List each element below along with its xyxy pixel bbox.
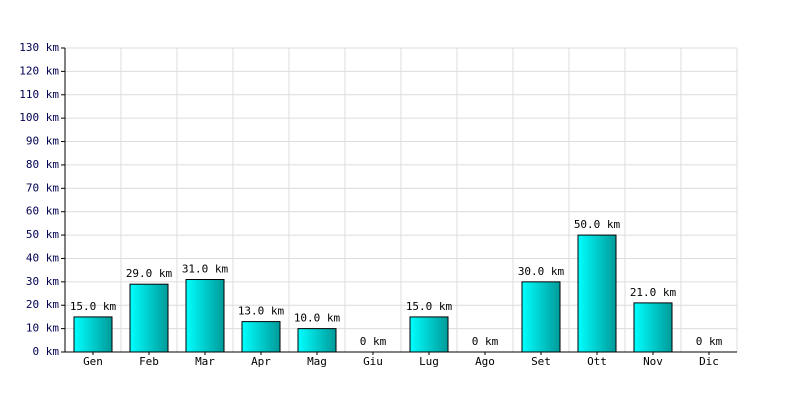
y-tick-label: 90 km <box>26 135 59 148</box>
y-tick-label: 0 km <box>33 345 60 358</box>
x-tick-label: Mag <box>307 355 327 368</box>
value-label: 30.0 km <box>518 265 565 278</box>
y-tick-label: 30 km <box>26 275 59 288</box>
value-label: 31.0 km <box>182 263 229 276</box>
x-tick-label: Nov <box>643 355 663 368</box>
y-tick-label: 70 km <box>26 181 59 194</box>
value-label: 15.0 km <box>70 300 117 313</box>
bar <box>577 234 617 353</box>
x-tick-label: Ago <box>475 355 495 368</box>
y-tick-label: 10 km <box>26 322 59 335</box>
bar <box>185 279 225 353</box>
y-tick-label: 50 km <box>26 228 59 241</box>
bar <box>409 316 449 353</box>
bar <box>297 328 337 353</box>
x-tick-label: Giu <box>363 355 383 368</box>
y-tick-label: 60 km <box>26 205 59 218</box>
x-tick-label: Mar <box>195 355 215 368</box>
y-tick-label: 100 km <box>19 111 59 124</box>
x-tick-label: Dic <box>699 355 719 368</box>
value-label: 29.0 km <box>126 267 173 280</box>
x-tick-label: Apr <box>251 355 271 368</box>
value-label: 21.0 km <box>630 286 677 299</box>
value-label: 15.0 km <box>406 300 453 313</box>
x-tick-label: Feb <box>139 355 159 368</box>
bar <box>129 283 169 353</box>
y-tick-label: 40 km <box>26 251 59 264</box>
value-label: 0 km <box>696 335 723 348</box>
y-tick-label: 130 km <box>19 41 59 54</box>
value-label: 50.0 km <box>574 218 621 231</box>
bar <box>241 321 281 353</box>
bar <box>633 302 673 353</box>
x-tick-label: Gen <box>83 355 103 368</box>
y-tick-label: 110 km <box>19 88 59 101</box>
x-tick-label: Set <box>531 355 551 368</box>
value-label: 0 km <box>472 335 499 348</box>
y-tick-label: 120 km <box>19 64 59 77</box>
bar <box>73 316 113 353</box>
value-label: 0 km <box>360 335 387 348</box>
x-tick-label: Lug <box>419 355 439 368</box>
value-label: 10.0 km <box>294 312 341 325</box>
y-tick-label: 80 km <box>26 158 59 171</box>
value-label: 13.0 km <box>238 305 285 318</box>
x-tick-label: Ott <box>587 355 607 368</box>
bar <box>521 281 561 353</box>
y-tick-label: 20 km <box>26 298 59 311</box>
